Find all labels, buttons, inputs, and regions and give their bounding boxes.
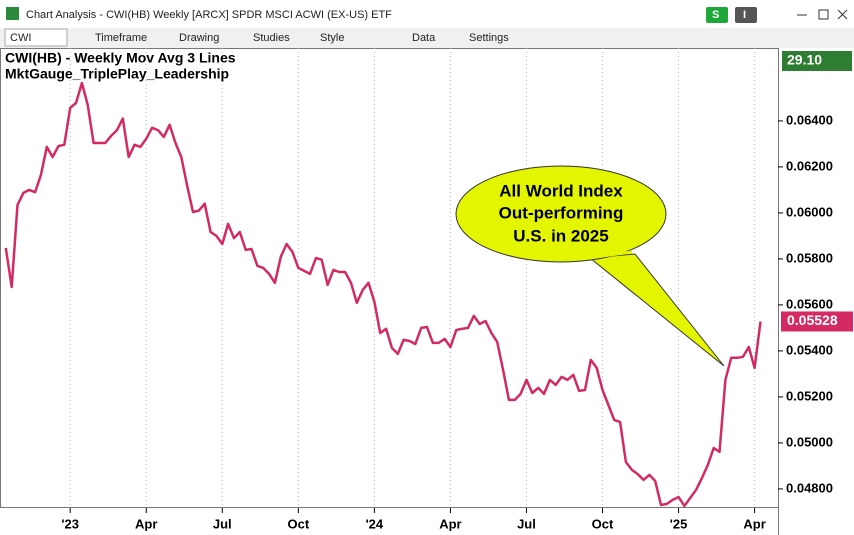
y-tick-label: 0.06000 bbox=[786, 204, 833, 219]
s-button[interactable] bbox=[706, 7, 728, 23]
x-tick-label: Apr bbox=[135, 516, 157, 531]
y-tick-label: 0.04800 bbox=[786, 480, 833, 495]
y-tick-label: 0.05400 bbox=[786, 342, 833, 357]
toolbar-item[interactable]: Studies bbox=[253, 32, 290, 44]
x-tick-label: '25 bbox=[670, 516, 688, 531]
y-tick-label: 0.06200 bbox=[786, 158, 833, 173]
last-value-label: 0.05528 bbox=[787, 312, 838, 328]
s-button-label[interactable]: S bbox=[712, 9, 719, 21]
legend-line: CWI(HB) - Weekly Mov Avg 3 Lines bbox=[5, 50, 236, 66]
series-line bbox=[4, 81, 762, 508]
y-tick-label: 0.05600 bbox=[786, 296, 833, 311]
price-tag bbox=[782, 51, 852, 71]
y-tick-label: 0.05000 bbox=[786, 434, 833, 449]
last-value-tag bbox=[781, 311, 853, 332]
i-button-label[interactable]: I bbox=[743, 9, 746, 21]
window-title: Chart Analysis - CWI(HB) Weekly [ARCX] S… bbox=[26, 9, 392, 21]
toolbar-item[interactable]: Data bbox=[412, 32, 436, 44]
y-tick-label: 0.05200 bbox=[786, 388, 833, 403]
x-tick-label: Apr bbox=[743, 516, 765, 531]
callout-text: All World Index bbox=[499, 181, 623, 200]
callout-joint bbox=[594, 250, 633, 259]
toolbar-item[interactable]: Drawing bbox=[179, 32, 219, 44]
maximize[interactable] bbox=[818, 9, 829, 20]
toolbar bbox=[0, 28, 854, 48]
y-tick-label: 0.05800 bbox=[786, 250, 833, 265]
toolbar-item[interactable]: Settings bbox=[469, 32, 509, 44]
y-tick-label: 0.06400 bbox=[786, 112, 833, 127]
price-tag-label: 29.10 bbox=[787, 52, 822, 68]
callout-text: Out-performing bbox=[499, 203, 624, 222]
x-tick-label: Jul bbox=[213, 516, 232, 531]
x-tick-label: Oct bbox=[287, 516, 309, 531]
toolbar-item[interactable]: Timeframe bbox=[95, 32, 147, 44]
symbol[interactable]: CWI bbox=[10, 32, 31, 44]
x-tick-label: '23 bbox=[61, 516, 79, 531]
legend-line: MktGauge_TriplePlay_Leadership bbox=[5, 66, 229, 82]
callout-text: U.S. in 2025 bbox=[513, 226, 608, 245]
toolbar-item[interactable]: Style bbox=[320, 32, 344, 44]
callout bbox=[455, 165, 667, 263]
x-tick-label: '24 bbox=[366, 516, 384, 531]
app-icon bbox=[6, 7, 19, 20]
x-tick-label: Oct bbox=[592, 516, 614, 531]
symbol-box[interactable] bbox=[4, 28, 68, 47]
x-tick-label: Apr bbox=[439, 516, 461, 531]
plot-frame bbox=[0, 48, 779, 508]
i-button[interactable] bbox=[735, 7, 757, 23]
x-tick-label: Jul bbox=[517, 516, 536, 531]
close[interactable] bbox=[837, 9, 848, 20]
